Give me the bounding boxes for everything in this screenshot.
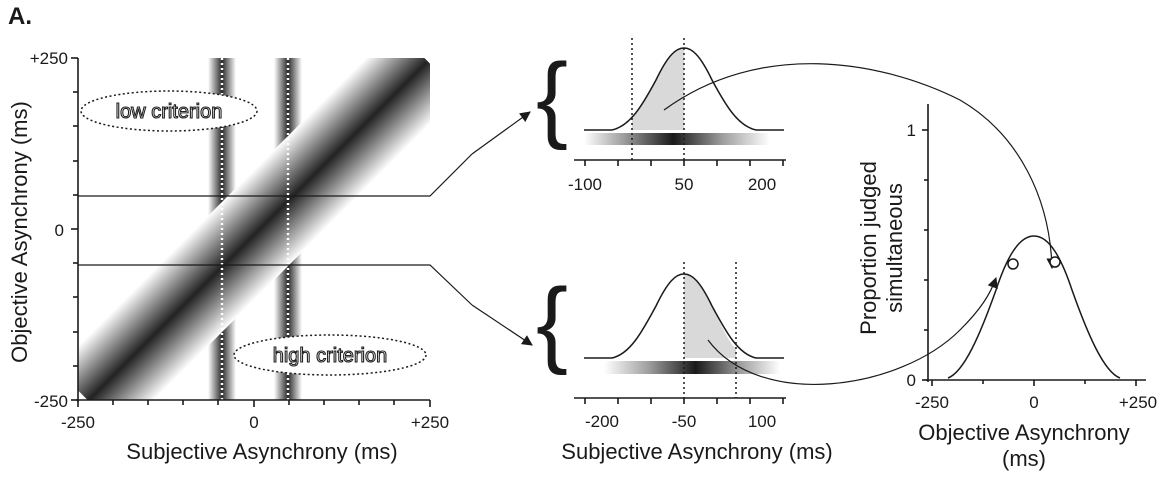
- sj-y-tick-top: 1: [907, 121, 916, 140]
- main-y-axis-title: Objective Asynchrony (ms): [7, 101, 32, 363]
- main-x-ticks: [77, 400, 431, 407]
- sj-x-axis-title-line2: (ms): [1002, 446, 1046, 471]
- main-x-tick-left: -250: [61, 413, 95, 432]
- sj-point-positive: [1049, 256, 1061, 268]
- main-y-tick-top: +250: [30, 49, 68, 68]
- sj-y-axis-title-line1: Proportion judged: [856, 161, 881, 335]
- main-y-tick-mid: 0: [55, 221, 64, 240]
- top-slice-arrow: [471, 111, 531, 155]
- high-criterion-ellipse: [233, 334, 427, 376]
- top-slice-intensity-bar: [584, 133, 770, 145]
- sj-y-ticks: [922, 129, 928, 381]
- bottom-slice-brace: {: [536, 269, 568, 376]
- panel-label: A.: [8, 3, 32, 30]
- low-criterion-label: low criterion: [116, 101, 223, 123]
- bottom-slice-x-tick-right: 100: [748, 412, 776, 431]
- top-slice-x-tick-right: 200: [748, 175, 776, 194]
- bottom-slice-plot: { -200 -50 100 Subjective Asynchrony (ms…: [536, 262, 833, 464]
- top-slice-x-ticks: [584, 160, 784, 166]
- high-criterion-label: high criterion: [273, 345, 388, 367]
- sj-x-tick-left: -250: [915, 393, 949, 412]
- main-x-tick-right: +250: [411, 413, 449, 432]
- main-plot: low criterion high criterion +250 0 -250…: [7, 49, 533, 464]
- main-x-tick-mid: 0: [249, 413, 258, 432]
- sj-x-tick-right: +250: [1119, 393, 1157, 412]
- sj-y-axis-title-line2: simultaneous: [882, 183, 907, 313]
- bottom-slice-x-tick-left: -200: [585, 412, 619, 431]
- sj-x-tick-mid: 0: [1029, 393, 1038, 412]
- bottom-slice-line: [78, 264, 473, 306]
- bottom-slice-shaded-area: [684, 274, 736, 358]
- top-to-sj-arrow: [663, 63, 1058, 270]
- sj-point-negative: [1007, 258, 1019, 270]
- sj-gaussian-curve: [947, 235, 1121, 379]
- bottom-slice-x-ticks: [584, 398, 784, 404]
- top-slice-plot: { -100 50 200: [536, 38, 786, 194]
- sj-y-tick-bottom: 0: [907, 371, 916, 390]
- diagonal-noise-band: [78, 58, 430, 400]
- sj-x-ticks: [931, 380, 1137, 386]
- bottom-slice-arrow: [471, 304, 533, 346]
- sj-plot: 1 0 -250 0 +250 Objective Asynchrony (ms…: [856, 104, 1157, 471]
- top-slice-line: [78, 153, 473, 197]
- top-slice-brace: {: [536, 44, 568, 151]
- sj-x-axis-title-line1: Objective Asynchrony: [918, 420, 1130, 445]
- bottom-slice-x-tick-mid: -50: [672, 412, 697, 431]
- bottom-slice-x-axis-title: Subjective Asynchrony (ms): [561, 439, 832, 464]
- low-criterion-ellipse: [80, 90, 258, 132]
- top-slice-shaded-area: [632, 48, 684, 130]
- top-slice-x-tick-left: -100: [568, 175, 602, 194]
- main-y-tick-bottom: -250: [34, 392, 68, 411]
- main-x-axis-title: Subjective Asynchrony (ms): [126, 439, 397, 464]
- top-slice-x-tick-mid: 50: [675, 175, 694, 194]
- main-y-ticks: [71, 57, 78, 401]
- bottom-slice-intensity-bar: [604, 361, 780, 374]
- bottom-to-sj-arrow: [707, 276, 998, 385]
